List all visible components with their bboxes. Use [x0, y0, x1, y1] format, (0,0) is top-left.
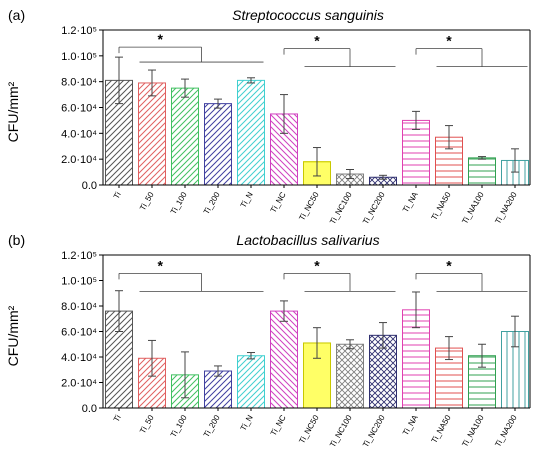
y-tick-label: 0.0 — [82, 180, 97, 192]
panel-a: (a) Streptococcus sanguinis CFU/mm² * * * … — [5, 7, 531, 226]
bar-ti-100 — [171, 87, 199, 186]
panel-a-label: (a) — [8, 7, 25, 23]
x-tick-label: Ti_NA50 — [430, 413, 453, 445]
y-tick-label: 1.0·10⁵ — [61, 51, 97, 63]
x-tick-label: Ti_NC200 — [361, 190, 387, 226]
significance-star: * — [314, 257, 320, 273]
bar-ti-200 — [204, 103, 232, 186]
panel-a-significance: * * * — [118, 31, 528, 67]
x-tick-label: Ti_NA100 — [460, 413, 486, 449]
x-tick-label: Ti_100 — [169, 190, 189, 216]
panel-b-title: Lactobacillus salivarius — [236, 232, 379, 248]
x-tick-label: Ti_NA200 — [493, 413, 519, 449]
y-tick-label: 4.0·10⁴ — [61, 352, 97, 364]
panel-a-yticks: 0.0 2.0·10⁴ 4.0·10⁴ 6.0·10⁴ 8.0·10⁴ 1.0·10⁵ 1.… — [61, 25, 103, 192]
bar-ti-na100 — [468, 157, 496, 186]
y-tick-label: 1.0·10⁵ — [61, 276, 97, 288]
significance-star: * — [314, 33, 320, 49]
bar-ti-na — [402, 119, 430, 186]
y-tick-label: 0.0 — [82, 403, 97, 415]
x-tick-label: Ti_100 — [169, 413, 189, 439]
x-tick-label: Ti_N — [239, 413, 255, 432]
panel-b: (b) Lactobacillus salivarius CFU/mm² * * *… — [5, 232, 531, 449]
x-tick-label: Ti_NC50 — [297, 413, 321, 445]
panel-a-errorbars — [115, 56, 519, 180]
y-tick-label: 1.2·10⁵ — [61, 250, 97, 262]
y-tick-label: 6.0·10⁴ — [61, 327, 97, 339]
y-tick-label: 2.0·10⁴ — [61, 378, 97, 390]
x-tick-label: Ti_NA200 — [493, 190, 519, 226]
panel-b-ylabel: CFU/mm² — [5, 305, 21, 366]
x-tick-label: Ti_200 — [202, 190, 222, 216]
significance-star: * — [446, 257, 452, 273]
bar-ti-n — [237, 79, 265, 186]
x-tick-label: Ti_50 — [138, 413, 156, 435]
x-tick-label: Ti_N — [239, 190, 255, 209]
x-tick-label: Ti — [112, 190, 123, 200]
significance-star: * — [158, 31, 164, 47]
bar-ti-50 — [138, 82, 166, 186]
bar-ti-nc100 — [336, 343, 364, 409]
x-tick-label: Ti_NC — [269, 413, 288, 437]
x-tick-label: Ti_NC — [269, 190, 288, 214]
panel-a-ylabel: CFU/mm² — [5, 81, 21, 142]
bar-ti-n — [237, 355, 265, 409]
x-tick-label: Ti_NC50 — [297, 190, 321, 222]
panel-b-label: (b) — [8, 232, 25, 248]
y-tick-label: 4.0·10⁴ — [61, 128, 97, 140]
panel-a-xticks: Ti Ti_50 Ti_100 Ti_200 Ti_N Ti_NC Ti_NC50 Ti_NC… — [112, 185, 519, 226]
bar-ti-nc — [270, 310, 298, 409]
significance-star: * — [158, 257, 164, 273]
x-tick-label: Ti_NC100 — [328, 413, 354, 449]
significance-star: * — [446, 33, 452, 49]
x-tick-label: Ti_NC100 — [328, 190, 354, 226]
y-tick-label: 6.0·10⁴ — [61, 103, 97, 115]
panel-a-title: Streptococcus sanguinis — [232, 7, 384, 23]
y-tick-label: 8.0·10⁴ — [61, 301, 97, 313]
x-tick-label: Ti_NA — [401, 413, 420, 437]
x-tick-label: Ti_NC200 — [361, 413, 387, 449]
panel-b-yticks: 0.0 2.0·10⁴ 4.0·10⁴ 6.0·10⁴ 8.0·10⁴ 1.0·10⁵ 1.… — [61, 250, 103, 415]
panel-b-significance: * * * — [118, 257, 528, 292]
x-tick-label: Ti_NA50 — [430, 190, 453, 222]
y-tick-label: 2.0·10⁴ — [61, 154, 97, 166]
x-tick-label: Ti — [112, 413, 123, 423]
y-tick-label: 8.0·10⁴ — [61, 77, 97, 89]
x-tick-label: Ti_200 — [202, 413, 222, 439]
x-tick-label: Ti_50 — [138, 190, 156, 212]
y-tick-label: 1.2·10⁵ — [61, 25, 97, 37]
panel-b-errorbars — [115, 290, 519, 399]
x-tick-label: Ti_NA100 — [460, 190, 486, 226]
x-tick-label: Ti_NA — [401, 190, 420, 214]
panel-b-bars — [105, 309, 529, 409]
panel-b-xticks: Ti Ti_50 Ti_100 Ti_200 Ti_N Ti_NC Ti_NC50 Ti_NC… — [112, 408, 519, 449]
